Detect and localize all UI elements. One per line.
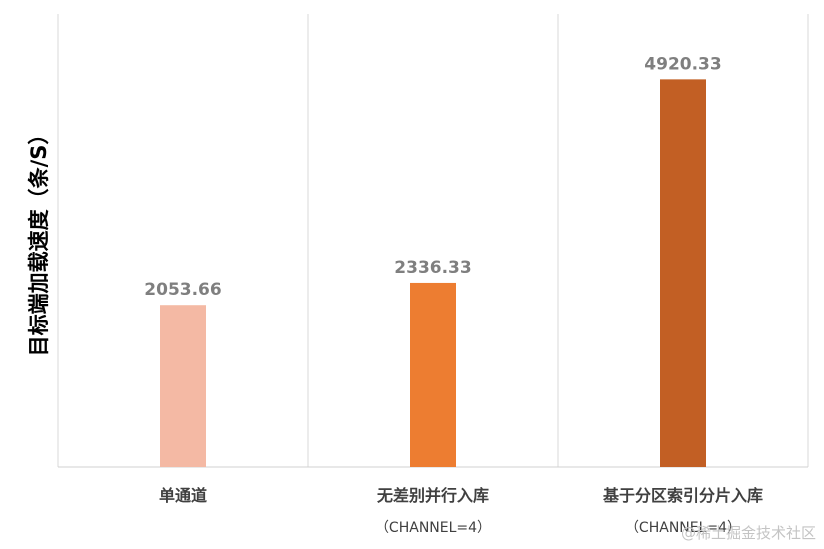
data-label: 2336.33 [394, 258, 471, 278]
data-label: 2053.66 [144, 280, 221, 300]
x-tick-label-secondary: （CHANNEL=4） [625, 520, 741, 536]
bar [160, 305, 206, 467]
data-label: 4920.33 [644, 54, 721, 74]
y-axis-label: 目标端加载速度（条/S） [27, 123, 51, 357]
watermark: @稀土掘金技术社区 [680, 524, 816, 542]
bar [660, 79, 706, 468]
x-tick-label: 无差别并行入库 [376, 486, 489, 505]
bar [410, 282, 456, 467]
x-tick-label: 单通道 [159, 486, 207, 505]
x-tick-label: 基于分区索引分片入库 [602, 486, 763, 505]
x-tick-label-secondary: （CHANNEL=4） [375, 520, 491, 536]
